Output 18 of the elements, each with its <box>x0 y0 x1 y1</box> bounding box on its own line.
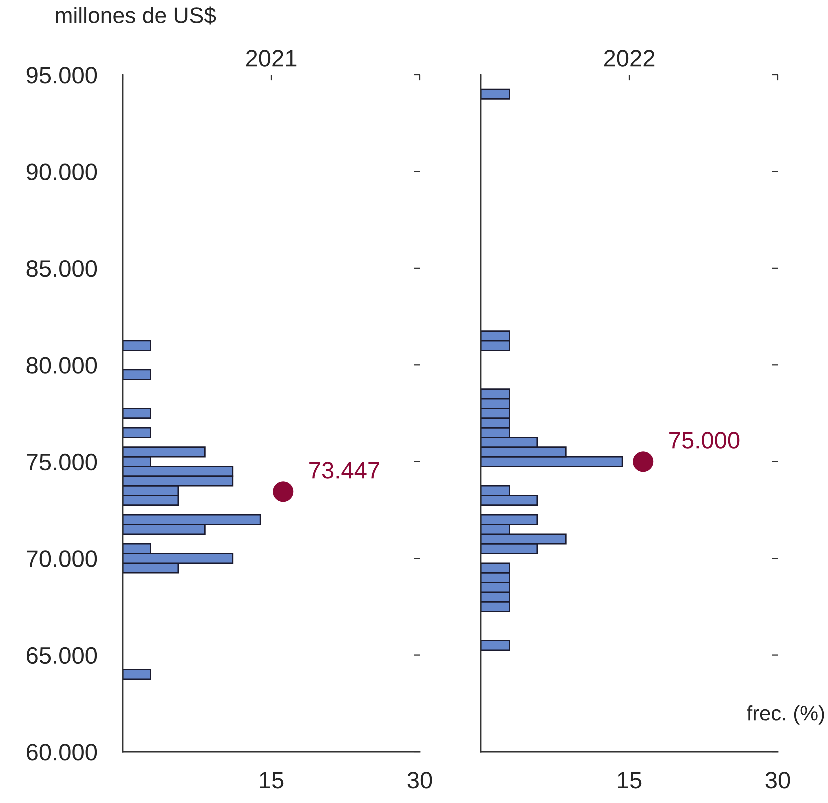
y-tick-label: 95.000 <box>26 67 98 84</box>
y-tick-label: 70.000 <box>27 550 98 568</box>
y-axis-title: millones de US$ <box>56 6 216 25</box>
x-axis-title: frec. (%) <box>747 706 824 725</box>
y-tick-label: 60.000 <box>26 744 98 761</box>
y-tick-label: 90.000 <box>26 164 98 180</box>
x-tick-label: 15 <box>260 772 284 789</box>
y-tick-label: 75.000 <box>27 454 98 471</box>
annotation: 73.447 <box>310 462 380 479</box>
y-tick-label: 85.000 <box>26 260 98 278</box>
chart-title: 2022 <box>604 50 655 67</box>
x-tick-label: 30 <box>408 772 432 789</box>
chart-title: 2021 <box>246 50 297 67</box>
y-tick-label: 65.000 <box>26 647 98 664</box>
x-tick-label: 30 <box>766 772 790 789</box>
annotation: 75.000 <box>670 432 740 449</box>
x-tick-label: 15 <box>618 772 642 789</box>
y-tick-label: 80.000 <box>26 357 98 374</box>
